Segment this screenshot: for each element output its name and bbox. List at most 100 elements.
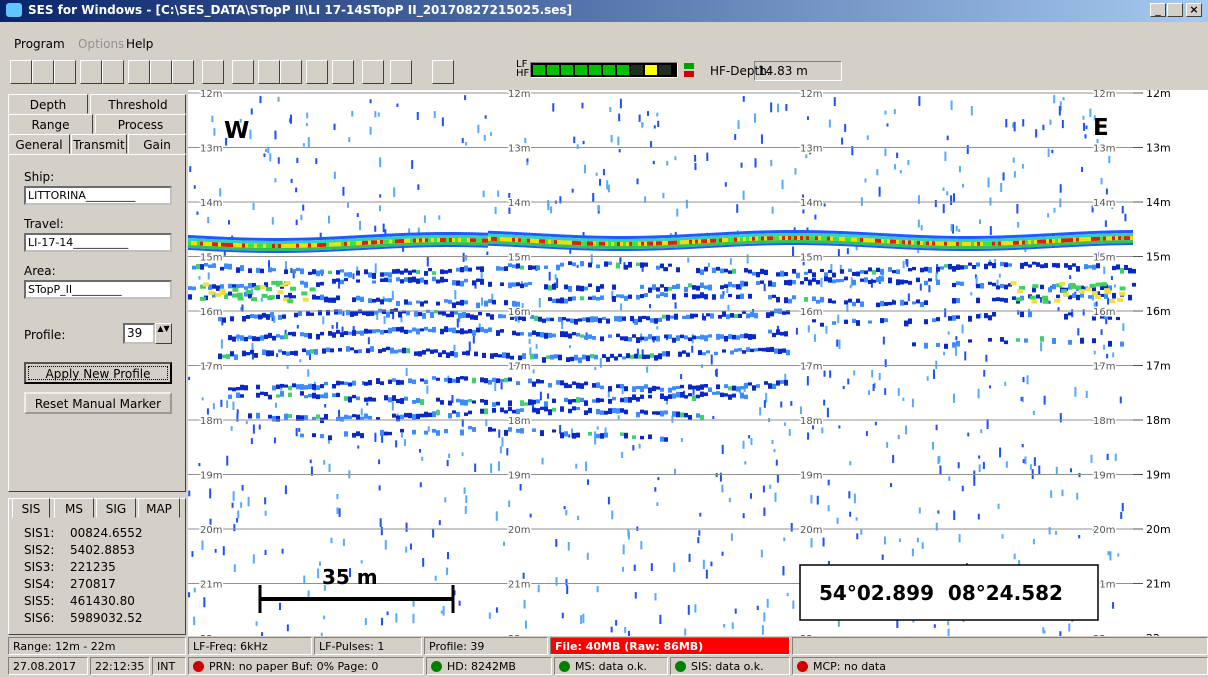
seafloor (884, 236, 887, 239)
info-tab[interactable]: SIG (96, 498, 136, 518)
seafloor (371, 247, 374, 249)
toolbar-button[interactable] (280, 60, 302, 84)
sediment-layer (336, 278, 340, 282)
toolbar-button[interactable] (202, 60, 224, 84)
push-button[interactable]: Apply New Profile (24, 362, 172, 384)
tab[interactable]: Threshold (90, 94, 186, 114)
seafloor (968, 239, 971, 242)
close-button[interactable]: × (1186, 3, 1202, 17)
seafloor (620, 242, 623, 246)
maximize-button[interactable] (1167, 3, 1183, 17)
seafloor (782, 233, 785, 236)
minimize-button[interactable]: _ (1150, 3, 1166, 17)
seafloor (995, 242, 998, 246)
toolbar-button[interactable] (80, 60, 102, 84)
echo-noise (635, 592, 637, 598)
echo-noise (395, 440, 397, 447)
profile-value[interactable]: 39 (123, 323, 155, 344)
seafloor (323, 243, 326, 247)
seafloor (365, 241, 368, 245)
window-title: SES for Windows - [C:\SES_DATA\STopP II\… (28, 3, 572, 17)
info-tab[interactable]: SIS (12, 498, 50, 518)
green-patch (1043, 300, 1049, 304)
sediment-layer (466, 313, 470, 318)
sediment-layer (656, 387, 660, 390)
text-field[interactable]: LITTORINA_________ (24, 186, 172, 205)
toolbar-button[interactable] (306, 60, 328, 84)
toolbar-button[interactable] (432, 60, 454, 84)
seafloor (644, 242, 647, 246)
seafloor (1016, 248, 1019, 250)
seafloor (776, 243, 779, 245)
sediment-layer (350, 347, 354, 350)
push-button[interactable]: Reset Manual Marker (24, 392, 172, 414)
sediment-layer (468, 426, 472, 429)
seafloor (1127, 240, 1130, 243)
sediment-layer (724, 384, 728, 388)
toolbar-button[interactable] (258, 60, 280, 84)
menu-item[interactable]: Help (126, 37, 153, 51)
spin-button[interactable]: ▲▼ (155, 323, 172, 344)
sediment-layer (746, 347, 750, 352)
toolbar-button[interactable] (102, 60, 124, 84)
seafloor (221, 237, 224, 240)
toolbar-button[interactable] (10, 60, 32, 84)
seafloor (548, 247, 551, 249)
seafloor (863, 232, 866, 235)
tab[interactable]: Transmit (71, 134, 127, 154)
seafloor (362, 248, 365, 250)
tab[interactable]: General (8, 134, 70, 154)
sediment-layer (292, 269, 296, 273)
seafloor (392, 246, 395, 248)
echo-noise (784, 374, 786, 381)
seafloor (668, 238, 671, 241)
seafloor (239, 240, 242, 243)
echo-noise (481, 271, 483, 280)
text-field[interactable]: STopP_II_________ (24, 280, 172, 299)
echo-noise (978, 389, 980, 399)
toolbar-button[interactable] (390, 60, 412, 84)
echo-noise (213, 403, 215, 409)
seafloor (332, 242, 335, 246)
seafloor (212, 236, 215, 239)
tab[interactable]: Depth (8, 94, 88, 114)
toolbar-button[interactable] (232, 60, 254, 84)
echo-noise (777, 475, 779, 483)
text-field[interactable]: LI-17-14__________ (24, 233, 172, 252)
menu-item[interactable]: Options (78, 37, 124, 51)
sediment-layer (590, 316, 594, 322)
toolbar-button[interactable] (32, 60, 54, 84)
seafloor (875, 246, 878, 248)
info-tab[interactable]: MAP (138, 498, 180, 518)
toolbar-button[interactable] (54, 60, 76, 84)
toolbar-button[interactable] (332, 60, 354, 84)
menu-item[interactable]: Program (14, 37, 65, 51)
seafloor (263, 244, 266, 248)
seafloor (239, 250, 242, 252)
toolbar-button[interactable] (150, 60, 172, 84)
seafloor (287, 248, 290, 251)
info-tab[interactable]: MS (54, 498, 94, 518)
toolbar-button[interactable] (362, 60, 384, 84)
sediment-layer (746, 313, 750, 318)
sediment-layer (952, 298, 956, 303)
seafloor (659, 238, 662, 241)
sediment-layer (400, 415, 404, 419)
info-value: 461430.80 (70, 594, 135, 608)
tab[interactable]: Gain (128, 134, 186, 154)
seafloor (1022, 238, 1025, 241)
seafloor (212, 249, 215, 251)
toolbar-button[interactable] (128, 60, 150, 84)
seafloor (1100, 231, 1103, 234)
depth-label: 13m (508, 144, 530, 155)
echo-noise (1081, 167, 1083, 172)
seafloor (479, 232, 482, 235)
echo-noise (328, 440, 330, 444)
sediment-layer (328, 298, 332, 303)
echo-noise (526, 158, 528, 161)
toolbar-button[interactable] (172, 60, 194, 84)
tab[interactable]: Range (8, 114, 93, 134)
tab[interactable]: Process (95, 114, 186, 134)
seafloor (410, 236, 413, 239)
echo-noise (920, 284, 922, 291)
